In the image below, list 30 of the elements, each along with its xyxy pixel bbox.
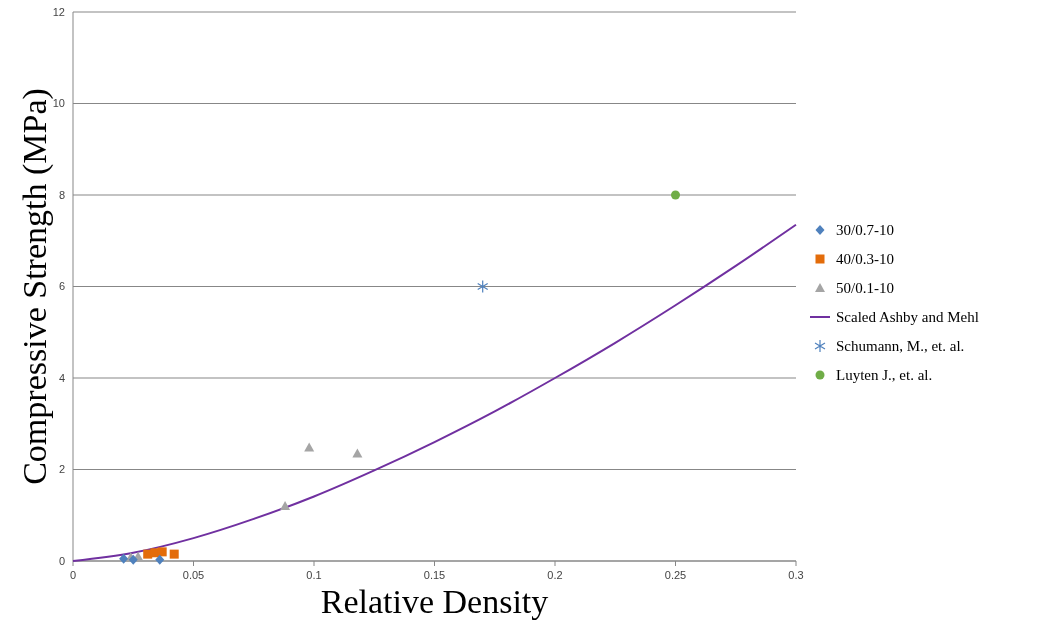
x-tick-label: 0.25 — [664, 569, 687, 581]
x-tick-label: 0.1 — [306, 569, 322, 581]
legend-label: 50/0.1-10 — [836, 280, 894, 297]
x-tick-label: 0.2 — [547, 569, 563, 581]
legend-label: Scaled Ashby and Mehl — [836, 309, 979, 326]
point — [280, 501, 291, 511]
point — [477, 279, 489, 294]
point — [157, 547, 167, 557]
y-tick-label: 4 — [58, 371, 65, 384]
y-tick-label: 8 — [58, 188, 65, 201]
legend-label: 30/0.7-10 — [836, 222, 894, 239]
point — [119, 553, 129, 564]
x-axis-title: Relative Density — [320, 583, 549, 620]
point — [169, 549, 179, 559]
y-tick-label: 2 — [58, 463, 65, 476]
x-tick-label: 0.3 — [788, 569, 804, 581]
point — [304, 442, 315, 452]
y-tick-label: 12 — [52, 5, 65, 18]
x-tick-label: 0.05 — [182, 569, 205, 581]
y-tick-label: 10 — [52, 97, 65, 110]
y-tick-label: 0 — [58, 554, 65, 567]
legend-label: Luyten J., et. al. — [836, 367, 933, 384]
point — [155, 554, 165, 565]
legend-label: 40/0.3-10 — [836, 251, 894, 268]
x-tick-label: 0 — [69, 569, 77, 581]
point — [671, 190, 680, 200]
x-tick-label: 0.15 — [423, 569, 446, 581]
y-tick-label: 6 — [58, 280, 65, 293]
legend-label: Schumann, M., et. al. — [836, 338, 965, 355]
y-axis-title: Compressive Strength (MPa) — [16, 88, 54, 485]
